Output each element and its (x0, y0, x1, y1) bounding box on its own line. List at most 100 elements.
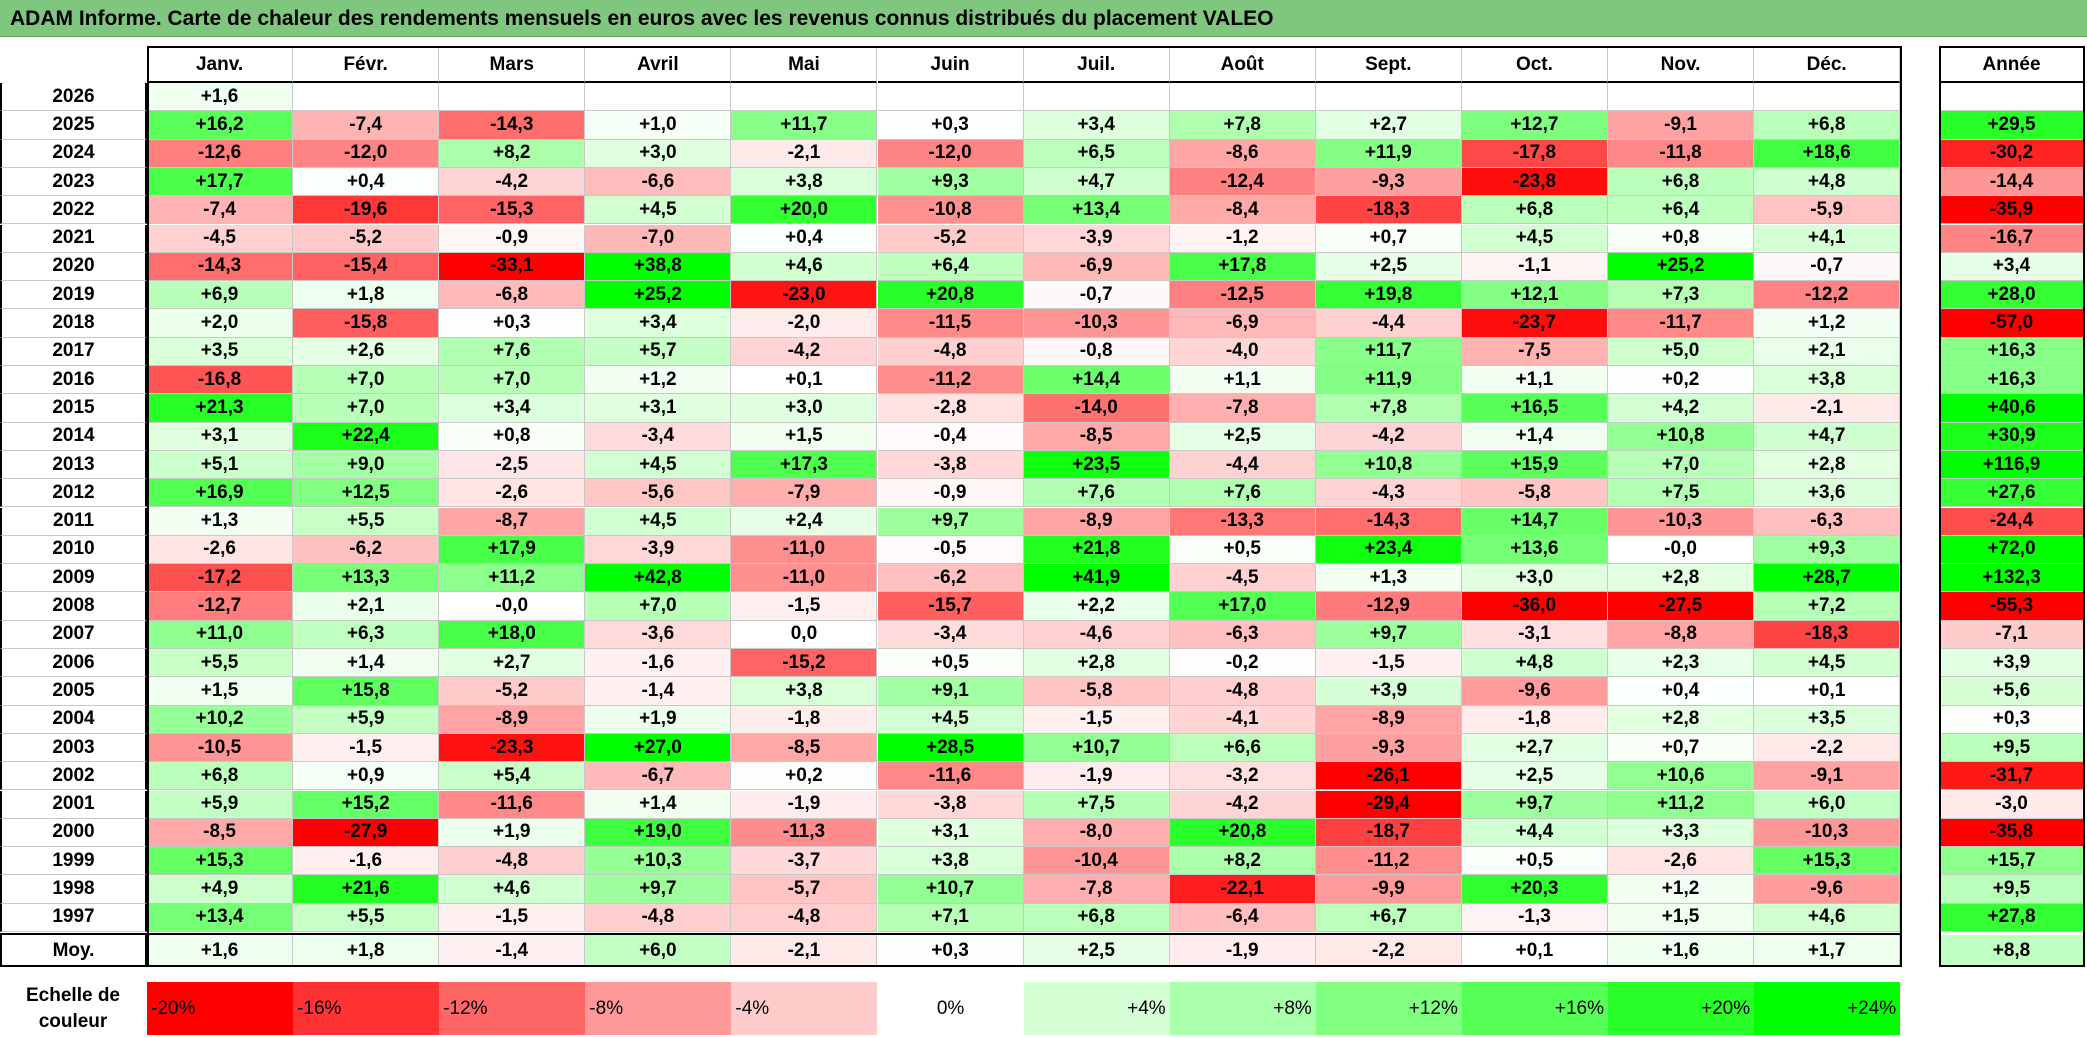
heatmap-cell: -1,6 (585, 649, 732, 678)
heatmap-cell: -4,1 (1169, 705, 1316, 734)
heatmap-cell: +1,5 (1608, 903, 1755, 932)
heatmap-cell: -18,7 (1315, 818, 1462, 848)
mean-cell: +1,7 (1754, 935, 1901, 967)
mean-cell: +6,0 (585, 935, 732, 967)
annual-cell: -3,0 (1939, 790, 2085, 819)
heatmap-cell: -15,4 (293, 252, 440, 282)
heatmap-cell: +0,4 (1608, 677, 1755, 706)
annual-cell: +0,3 (1939, 705, 2085, 734)
mean-cell: -2,1 (731, 935, 878, 967)
heatmap-cell: -5,8 (1023, 677, 1170, 706)
heatmap-cell: -2,1 (1754, 394, 1901, 423)
heatmap-cell: +6,5 (1023, 139, 1170, 168)
heatmap-cell (1315, 83, 1462, 112)
heatmap-cell: -1,9 (1023, 762, 1170, 791)
heatmap-cell: -8,9 (439, 705, 586, 734)
heatmap-cell: +2,5 (1169, 422, 1316, 451)
heatmap-cell: +3,0 (731, 394, 878, 423)
heatmap-cell: +23,5 (1023, 450, 1170, 480)
year-label: 1997 (0, 903, 147, 932)
heatmap-cell: +17,8 (1169, 252, 1316, 282)
heatmap-cell: +17,9 (439, 535, 586, 565)
heatmap-cell: -11,8 (1608, 139, 1755, 168)
heatmap-cell: +6,8 (1023, 903, 1170, 932)
heatmap-cell: +20,8 (1169, 818, 1316, 848)
heatmap-cell: +0,7 (1315, 224, 1462, 253)
annual-cell: -14,4 (1939, 167, 2085, 197)
heatmap-cell: -33,1 (439, 252, 586, 282)
heatmap-cell: +1,5 (731, 422, 878, 451)
color-scale-swatch: +24% (1754, 982, 1901, 1035)
heatmap-cell: +6,4 (877, 252, 1024, 282)
heatmap-cell: +3,1 (585, 394, 732, 423)
mean-cell: +0,3 (877, 935, 1024, 967)
heatmap-cell: +2,7 (1461, 733, 1608, 763)
year-label: 2021 (0, 224, 147, 253)
heatmap-cell: -6,4 (1169, 903, 1316, 932)
heatmap-cell: +14,7 (1461, 507, 1608, 536)
heatmap-cell: 0,0 (731, 620, 878, 649)
heatmap-cell: -0,9 (877, 479, 1024, 508)
heatmap-cell: +13,4 (1023, 196, 1170, 225)
heatmap-cell: +9,7 (1315, 620, 1462, 649)
heatmap-cell: -4,8 (1169, 677, 1316, 706)
heatmap-cell: -10,8 (877, 196, 1024, 225)
heatmap-cell: -5,9 (1754, 196, 1901, 225)
heatmap-cell: +2,8 (1608, 705, 1755, 734)
mean-cell: -2,2 (1315, 935, 1462, 967)
year-label: 2002 (0, 762, 147, 791)
heatmap-cell: +5,4 (439, 762, 586, 791)
heatmap-cell: +38,8 (585, 252, 732, 282)
heatmap-cell: +4,5 (585, 196, 732, 225)
heatmap-cell: +1,3 (1315, 564, 1462, 593)
heatmap-cell: +5,5 (293, 507, 440, 536)
heatmap-cell: -8,5 (1023, 422, 1170, 451)
heatmap-cell: +7,2 (1754, 592, 1901, 621)
heatmap-cell: -9,3 (1315, 167, 1462, 197)
heatmap-cell: +21,3 (147, 394, 294, 423)
heatmap-cell: -4,2 (1315, 422, 1462, 451)
heatmap-cell: -12,7 (147, 592, 294, 621)
heatmap-cell: -6,3 (1169, 620, 1316, 649)
heatmap-cell: -1,5 (731, 592, 878, 621)
heatmap-cell: +6,3 (293, 620, 440, 649)
heatmap-cell: -12,6 (147, 139, 294, 168)
month-header: Sept. (1315, 46, 1462, 83)
heatmap-cell: -36,0 (1461, 592, 1608, 621)
heatmap-cell: -11,0 (731, 535, 878, 565)
heatmap-cell: +7,5 (1608, 479, 1755, 508)
heatmap-cell: +10,7 (877, 875, 1024, 904)
heatmap-cell: +4,6 (439, 875, 586, 904)
heatmap-cell: +0,1 (1754, 677, 1901, 706)
heatmap-cell: +2,8 (1608, 564, 1755, 593)
chart-title: ADAM Informe. Carte de chaleur des rende… (0, 0, 2087, 37)
heatmap-cell: +15,3 (147, 847, 294, 876)
heatmap-cell: -10,3 (1608, 507, 1755, 536)
heatmap-cell: -29,4 (1315, 790, 1462, 819)
heatmap-cell: -4,2 (1169, 790, 1316, 819)
heatmap-cell: +2,0 (147, 309, 294, 338)
annual-cell: +132,3 (1939, 564, 2085, 593)
heatmap-cell: -4,0 (1169, 337, 1316, 366)
annual-cell: +16,3 (1939, 337, 2085, 366)
year-label: 2003 (0, 733, 147, 763)
heatmap-cell: -14,3 (439, 111, 586, 140)
heatmap-cell: -14,3 (1315, 507, 1462, 536)
heatmap-cell: +3,0 (585, 139, 732, 168)
heatmap-cell: -12,0 (877, 139, 1024, 168)
heatmap-cell: -18,3 (1754, 620, 1901, 649)
heatmap-cell: +4,8 (1461, 649, 1608, 678)
heatmap-cell: -7,4 (147, 196, 294, 225)
heatmap-cell: -4,8 (731, 903, 878, 932)
heatmap-cell: -5,2 (439, 677, 586, 706)
heatmap-cell: +10,2 (147, 705, 294, 734)
heatmap-cell: +4,2 (1608, 394, 1755, 423)
heatmap-cell: -4,6 (1023, 620, 1170, 649)
heatmap-cell: -5,2 (877, 224, 1024, 253)
year-label: 2023 (0, 167, 147, 197)
color-scale-swatch: -20% (147, 982, 294, 1035)
heatmap-cell: +7,3 (1608, 281, 1755, 310)
heatmap-cell: -11,6 (439, 790, 586, 819)
heatmap-cell: -5,2 (293, 224, 440, 253)
heatmap-cell: -8,0 (1023, 818, 1170, 848)
